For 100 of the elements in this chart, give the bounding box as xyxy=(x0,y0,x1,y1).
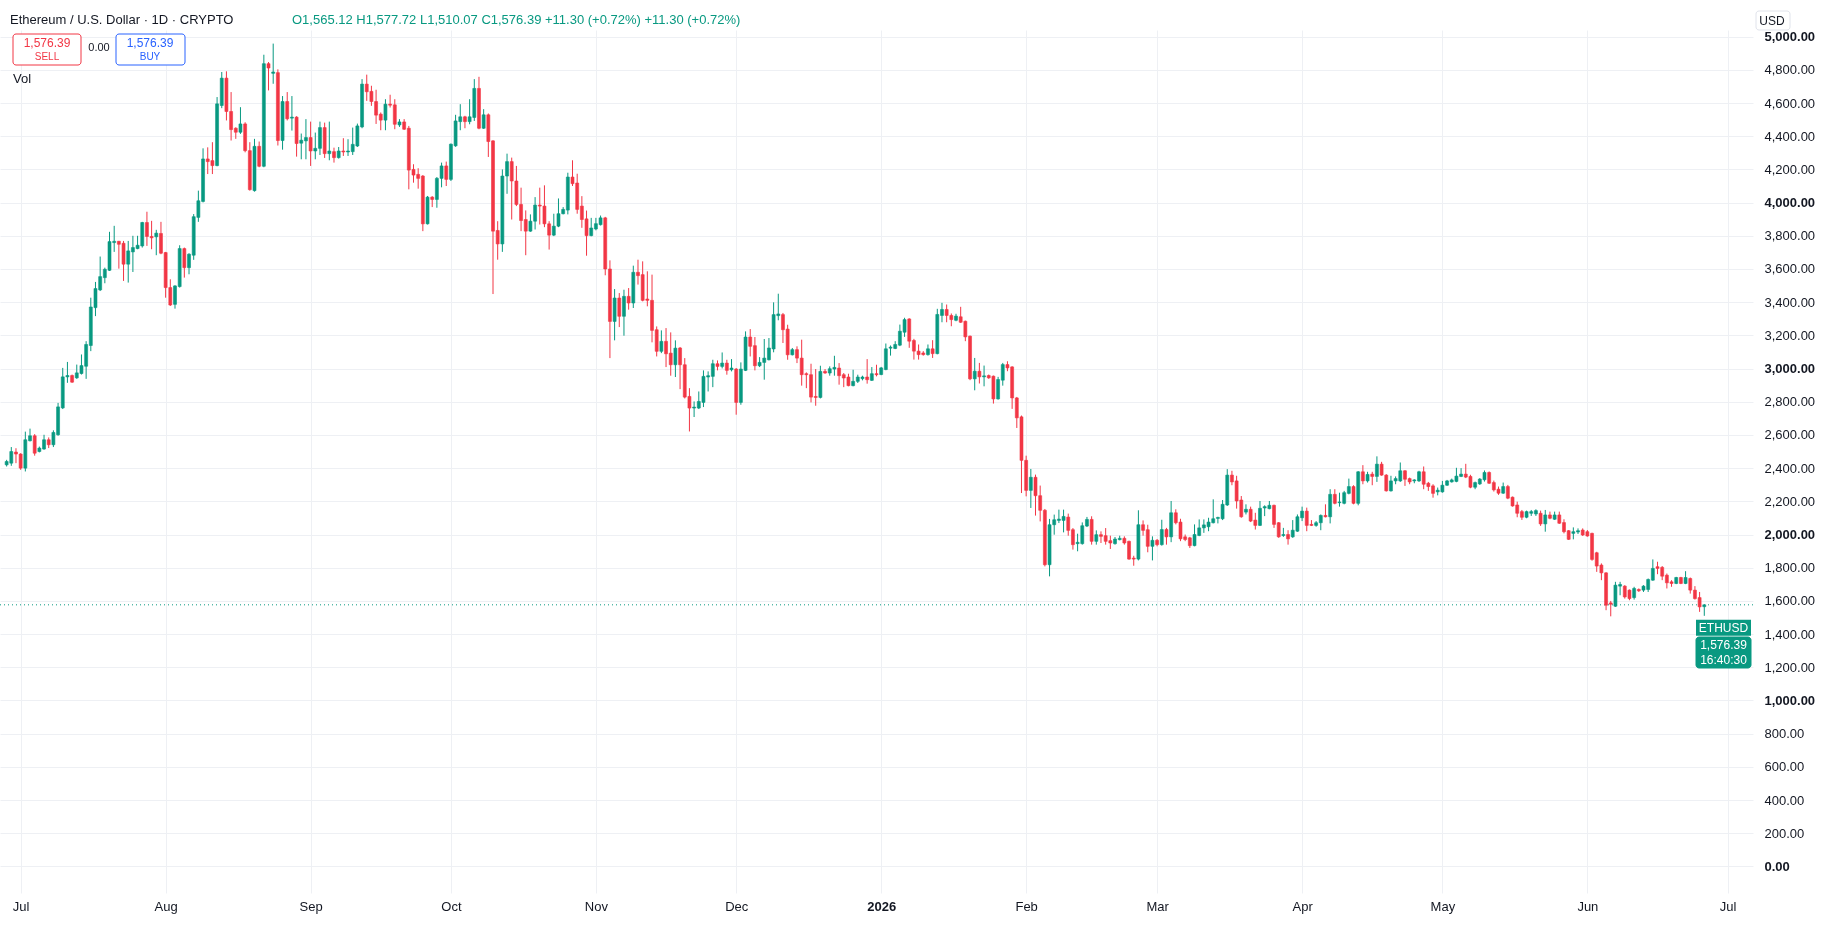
annotation: 0.00 xyxy=(88,41,110,53)
candlestick xyxy=(673,339,678,378)
y-tick-label: 2,000.00 xyxy=(1764,527,1816,543)
candlestick xyxy=(285,91,290,121)
candlestick xyxy=(1033,474,1038,517)
candlestick xyxy=(32,433,37,457)
x-tick-label: Dec xyxy=(725,898,749,914)
y-tick-label: 400.00 xyxy=(1764,792,1805,808)
candlestick xyxy=(154,229,159,256)
x-tick-label: Oct xyxy=(441,898,462,914)
y-tick-label: 4,800.00 xyxy=(1764,62,1816,78)
candlestick xyxy=(1159,519,1164,547)
chart-title: Ethereum / U.S. Dollar · 1D · CRYPTO xyxy=(10,12,234,27)
candlestick xyxy=(121,240,126,282)
candlestick xyxy=(463,115,467,129)
candlestick xyxy=(238,106,243,135)
candlestick xyxy=(383,98,388,131)
candlestick xyxy=(1029,468,1033,509)
candlestick xyxy=(182,247,187,279)
x-tick-label: May xyxy=(1430,898,1456,914)
y-tick-label: 1,400.00 xyxy=(1764,626,1816,642)
candlestick xyxy=(813,368,818,407)
ref-line-label: ETHUSD xyxy=(1698,620,1749,635)
candlestick xyxy=(290,95,294,132)
candlestick xyxy=(626,287,631,311)
candlestick xyxy=(799,339,804,387)
candlestick xyxy=(1543,509,1548,533)
annotation: 1,576.39 xyxy=(23,36,71,50)
y-tick-label: 2,600.00 xyxy=(1764,427,1816,443)
candlestick xyxy=(622,289,626,337)
y-tick-label: 1,200.00 xyxy=(1764,659,1816,675)
x-tick-label: Feb xyxy=(1015,898,1038,914)
y-tick-label: 1,800.00 xyxy=(1764,560,1816,576)
candlestick xyxy=(865,358,869,385)
candlestick xyxy=(907,317,912,349)
y-tick-label: 800.00 xyxy=(1764,726,1805,742)
candlestick xyxy=(332,147,336,164)
y-tick-label: 5,000.00 xyxy=(1764,29,1816,45)
annotation: Vol xyxy=(13,71,32,86)
candlestick xyxy=(1328,488,1332,524)
candlestick xyxy=(1061,509,1066,533)
y-tick-label: 1,600.00 xyxy=(1764,593,1816,609)
candlestick xyxy=(308,121,313,167)
y-tick-label: 2,200.00 xyxy=(1764,493,1816,509)
annotation: BUY xyxy=(139,51,161,62)
annotation: 1,576.39 xyxy=(126,36,174,50)
y-tick-label: 4,600.00 xyxy=(1764,95,1816,111)
x-tick-label: Jul xyxy=(1719,898,1737,914)
candlestick xyxy=(1244,503,1248,515)
x-tick-label: Jul xyxy=(12,898,30,914)
y-tick-label: 4,200.00 xyxy=(1764,161,1816,177)
candlestick xyxy=(1375,455,1379,483)
candlestick xyxy=(1145,524,1150,553)
candlestick xyxy=(299,133,304,160)
candlestick xyxy=(972,357,977,391)
y-tick-label: 200.00 xyxy=(1764,825,1805,841)
y-tick-label: 600.00 xyxy=(1764,759,1805,775)
x-tick-label: 2026 xyxy=(867,898,897,914)
y-tick-label: 0.00 xyxy=(1764,858,1790,874)
annotation: 16:40:30 xyxy=(1700,653,1748,667)
candlestick xyxy=(1089,515,1094,546)
candlestick xyxy=(1150,535,1155,561)
candlestick xyxy=(1361,464,1365,485)
x-tick-label: Aug xyxy=(154,898,178,914)
candlestick xyxy=(982,365,986,387)
candlestick xyxy=(481,108,486,130)
candlestick xyxy=(271,43,275,85)
candlestick xyxy=(668,331,673,377)
y-tick-label: 3,800.00 xyxy=(1764,228,1816,244)
candlestick xyxy=(612,288,617,341)
candlestick xyxy=(659,329,664,354)
annotation: 1,576.39 xyxy=(1700,638,1748,652)
candlestick xyxy=(832,355,837,377)
text: USD xyxy=(1759,14,1785,28)
candlestick xyxy=(266,61,271,91)
x-tick-label: Mar xyxy=(1146,898,1170,914)
candlestick xyxy=(1613,581,1618,608)
candlestick xyxy=(327,121,332,161)
candlestick xyxy=(126,240,131,284)
candlestick xyxy=(1286,529,1290,546)
x-tick-label: Jun xyxy=(1577,898,1599,914)
candlestick xyxy=(977,362,982,384)
chart-subtitle: O1,565.12 H1,577.72 L1,510.07 C1,576.39 +11.30 (+0.72%) +11.30 (+0.72%) xyxy=(292,12,741,27)
candlestick xyxy=(210,141,215,175)
x-tick-label: Nov xyxy=(584,898,609,914)
x-tick-label: Apr xyxy=(1292,898,1314,914)
y-tick-label: 4,400.00 xyxy=(1764,128,1816,144)
y-tick-label: 3,200.00 xyxy=(1764,327,1816,343)
y-tick-label: 3,000.00 xyxy=(1764,361,1816,377)
candlestick xyxy=(926,344,930,357)
candlestick xyxy=(257,141,261,168)
candlestick xyxy=(617,292,622,328)
y-tick-label: 3,600.00 xyxy=(1764,261,1816,277)
y-tick-label: 3,400.00 xyxy=(1764,294,1816,310)
annotation: SELL xyxy=(34,51,60,62)
y-tick-label: 1,000.00 xyxy=(1764,692,1816,708)
candlestick xyxy=(991,375,996,405)
candlestick xyxy=(444,161,449,187)
y-tick-label: 4,000.00 xyxy=(1764,195,1816,211)
y-tick-label: 2,800.00 xyxy=(1764,394,1816,410)
